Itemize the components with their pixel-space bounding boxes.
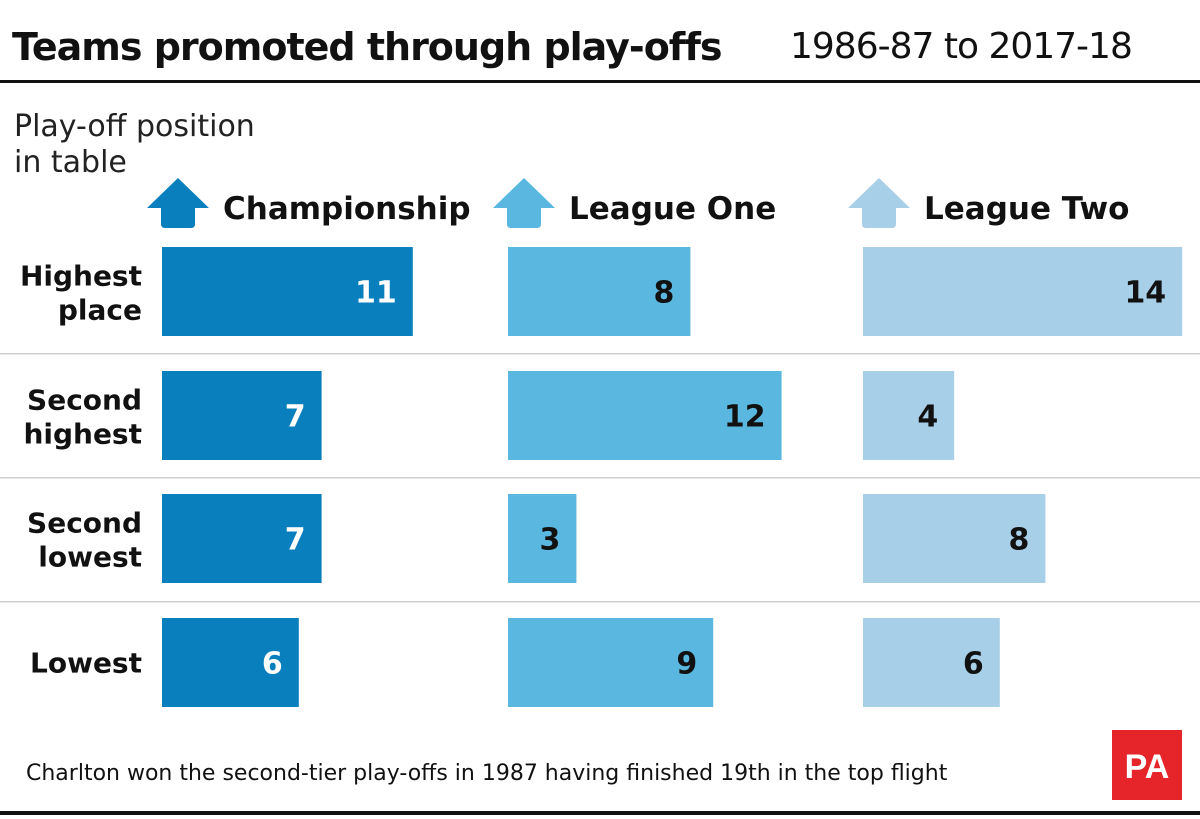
data-label: 3 <box>540 523 561 558</box>
data-label: 8 <box>1009 523 1030 558</box>
bar <box>162 247 413 336</box>
bottom-rule <box>0 811 1200 815</box>
title-divider <box>0 80 1200 83</box>
chart-subtitle: 1986-87 to 2017-18 <box>790 26 1132 67</box>
y-axis-label-line: Play-off position <box>14 109 255 144</box>
bar <box>508 371 782 460</box>
data-label: 9 <box>676 647 697 682</box>
data-label: 6 <box>963 647 984 682</box>
y-axis-label-line: in table <box>14 145 127 180</box>
arrow-up-icon <box>147 178 209 228</box>
bar <box>863 371 955 460</box>
data-label: 4 <box>917 400 938 435</box>
data-label: 7 <box>285 400 306 435</box>
legend-entry: League One <box>569 191 776 227</box>
bar <box>863 494 1046 583</box>
bar <box>508 618 714 707</box>
pa-logo-background <box>1112 730 1182 800</box>
legend-entry: League Two <box>924 191 1129 227</box>
chart-title: Teams promoted through play-offs <box>12 25 721 69</box>
category-label: lowest <box>38 541 142 574</box>
row-divider <box>0 601 1200 603</box>
bar <box>863 618 1000 707</box>
category-label: place <box>58 294 142 327</box>
data-label: 6 <box>262 647 283 682</box>
data-label: 11 <box>355 276 397 311</box>
data-label: 12 <box>724 400 766 435</box>
bar <box>863 247 1183 336</box>
category-label: Second <box>27 507 142 540</box>
data-label: 7 <box>285 523 306 558</box>
pa-logo-text: PA <box>1125 748 1170 786</box>
footnote: Charlton won the second-tier play-offs i… <box>26 761 948 786</box>
legend-entry: Championship <box>223 191 471 227</box>
arrow-up-icon <box>848 178 910 228</box>
bar <box>508 494 577 583</box>
data-label: 14 <box>1124 276 1166 311</box>
row-divider <box>0 353 1200 355</box>
category-label: Second <box>27 384 142 417</box>
data-label: 8 <box>654 276 675 311</box>
pa-logo: PA <box>1112 730 1182 800</box>
row-divider <box>0 477 1200 479</box>
category-label: highest <box>23 418 142 451</box>
arrow-up-icon <box>493 178 555 228</box>
category-label: Highest <box>20 260 142 293</box>
bar <box>162 371 322 460</box>
category-label: Lowest <box>30 647 142 680</box>
bar <box>162 618 299 707</box>
bar <box>508 247 691 336</box>
bar <box>162 494 322 583</box>
y-axis-label: Play-off position in table <box>14 109 264 180</box>
